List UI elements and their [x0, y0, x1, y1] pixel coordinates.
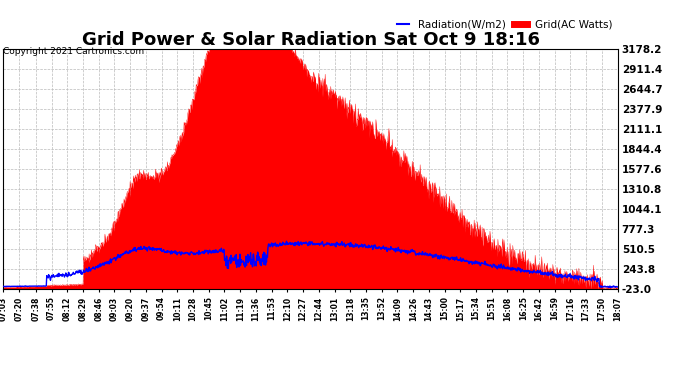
Text: Copyright 2021 Cartronics.com: Copyright 2021 Cartronics.com — [3, 47, 145, 56]
Legend: Radiation(W/m2), Grid(AC Watts): Radiation(W/m2), Grid(AC Watts) — [397, 19, 612, 29]
Title: Grid Power & Solar Radiation Sat Oct 9 18:16: Grid Power & Solar Radiation Sat Oct 9 1… — [81, 31, 540, 49]
